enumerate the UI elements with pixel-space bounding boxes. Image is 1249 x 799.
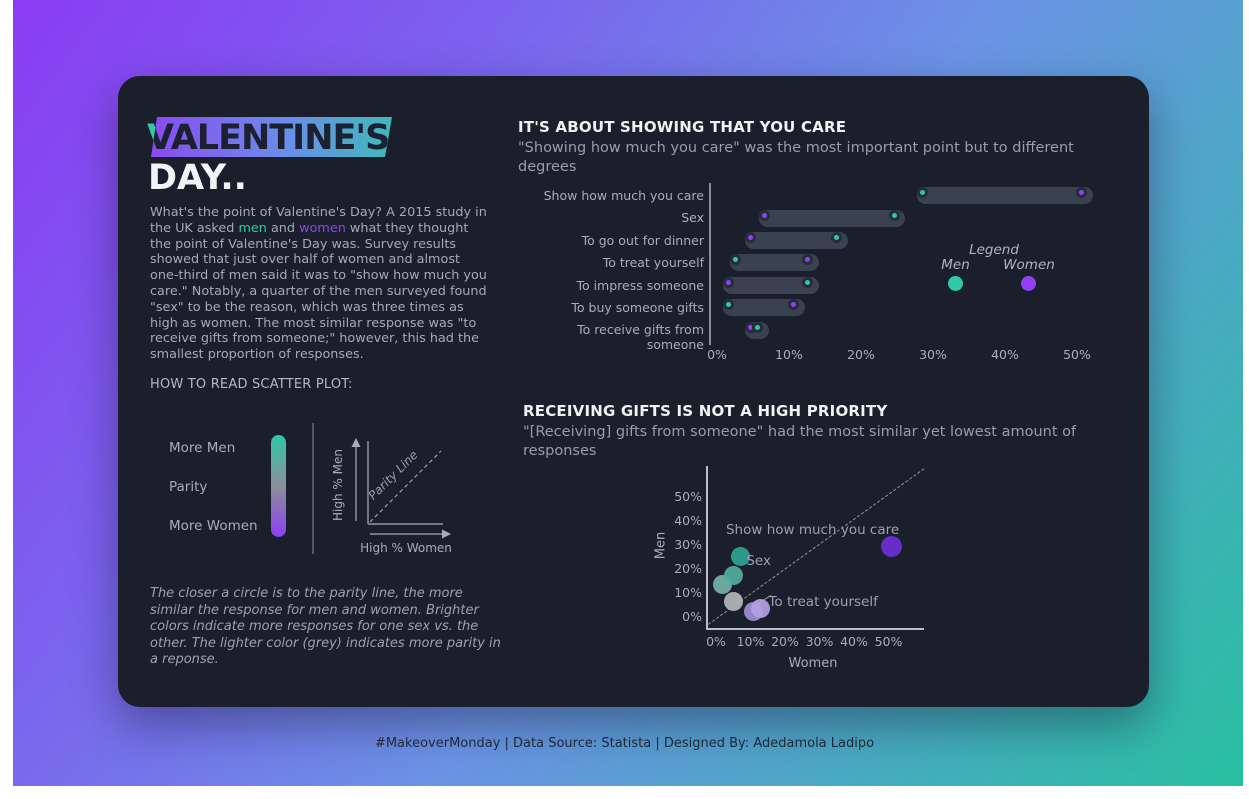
dumbbell-bar — [730, 254, 820, 272]
scatter-annotation: To treat yourself — [768, 594, 878, 611]
scatter-y-tick: 40% — [674, 513, 702, 528]
dumbbell-bar — [722, 276, 820, 294]
scale-label-parity: Parity — [169, 479, 207, 495]
dumbbell-plot: Legend Men Women Show how much you care S… — [518, 183, 1136, 375]
scatter-x-tick: 0% — [706, 634, 726, 649]
dot-women — [722, 276, 734, 288]
legend-men-label: Men — [941, 257, 970, 273]
intro-paragraph: What's the point of Valentine's Day? A 2… — [150, 205, 492, 363]
dot-men — [830, 232, 842, 243]
dot-women — [758, 209, 770, 221]
scatter-y-axis — [706, 466, 708, 629]
dumbbell-row-label: Sex — [681, 210, 704, 226]
paragraph-text-3: what they thought the point of Valentine… — [150, 220, 487, 363]
scatter-y-tick: 50% — [674, 489, 702, 504]
dumbbell-bar — [722, 299, 805, 317]
scatter-y-tick: 0% — [682, 609, 702, 624]
scatter-x-tick: 50% — [874, 634, 903, 649]
dot-men — [730, 254, 742, 266]
scatter-y-tick: 30% — [674, 537, 702, 552]
chart1-subtitle: "Showing how much you care" was the most… — [518, 140, 1074, 175]
chart1-x-tick: 10% — [775, 347, 803, 362]
scatter-chart-section: RECEIVING GIFTS IS NOT A HIGH PRIORITY "… — [523, 402, 1141, 697]
dumbbell-row-label: Show how much you care — [543, 188, 704, 203]
dot-men — [802, 276, 814, 288]
chart2-subtitle: "[Receiving] gifts from someone" had the… — [523, 424, 1077, 459]
dumbbell-row-label: To buy someone gifts — [571, 300, 704, 315]
chart1-x-tick: 20% — [847, 347, 875, 362]
footer-credit: #MakeoverMonday | Data Source: Statista … — [374, 736, 875, 751]
scatter-point-sex — [730, 546, 750, 566]
chart2-title: RECEIVING GIFTS IS NOT A HIGH PRIORITY — [523, 402, 888, 420]
chart1-x-tick: 0% — [707, 347, 727, 362]
title-gradient-ribbon: VALENTINE'S — [147, 117, 392, 158]
dot-women — [1075, 187, 1087, 199]
mini-x-arrowhead — [442, 529, 451, 539]
mini-parity-line — [369, 450, 442, 523]
mini-x-axis-label: High % Women — [360, 541, 452, 555]
dot-women — [802, 254, 814, 266]
dashboard-card: VALENTINE'S VALENTINE'S DAY.. What's the… — [118, 76, 1149, 707]
scatter-point-to-receive-gifts-from-someone — [723, 592, 743, 612]
dot-men — [751, 321, 763, 333]
chart1-legend-title: Legend — [969, 242, 1019, 258]
scatter-plot: Men Women 0% 10% 20% 30% 40% 50% 0% 10% 20% 30% 40… — [523, 402, 1141, 697]
dumbbell-bar — [744, 232, 848, 249]
legend-men-dot — [948, 276, 963, 291]
scale-label-more-men: More Men — [169, 440, 235, 456]
scatter-annotation: Sex — [746, 552, 771, 569]
chart1-x-tick: 50% — [1063, 347, 1091, 362]
parity-line-label: Parity Line — [366, 448, 421, 503]
scatter-point-to-go-out-for-dinner — [723, 565, 743, 585]
scatter-x-tick: 30% — [805, 634, 834, 649]
page-title-line1: VALENTINE'S — [147, 118, 390, 158]
scatter-y-tick: 10% — [674, 585, 702, 600]
scatter-x-tick: 40% — [840, 634, 868, 649]
legend-women-label: Women — [1003, 257, 1055, 273]
mini-y-axis-label: High % Men — [331, 449, 345, 521]
legend-women-dot — [1021, 276, 1036, 291]
dumbbell-row-label: To receive gifts from someone — [577, 322, 704, 353]
dot-men — [917, 187, 929, 199]
scatter-point-to-treat-yourself — [751, 599, 771, 619]
dot-men — [888, 209, 900, 221]
men-highlight: men — [238, 220, 267, 236]
dumbbell-bar — [758, 209, 906, 227]
chart1-x-tick: 40% — [991, 347, 1019, 362]
chart1-x-tick: 30% — [919, 347, 947, 362]
title-banner: VALENTINE'S VALENTINE'S — [131, 117, 441, 158]
scatter-x-tick: 20% — [771, 634, 799, 649]
dumbbell-bar — [917, 187, 1093, 205]
paragraph-text-2: and — [266, 220, 300, 236]
paragraph-text-1: What's the point of Valentine's Day? A 2… — [150, 205, 487, 236]
scatter-point-show-how-much-you-care — [881, 535, 903, 557]
page-title-line2: DAY.. — [148, 158, 247, 198]
dot-women — [787, 299, 799, 311]
dot-women — [744, 232, 756, 243]
dot-men — [722, 299, 734, 311]
gender-gradient-pill — [271, 435, 286, 537]
scatter-annotation: Show how much you care — [725, 521, 900, 538]
women-highlight: women — [299, 220, 346, 236]
scale-label-more-women: More Women — [169, 518, 258, 534]
scatter-x-axis — [706, 628, 924, 630]
scatter-y-tick: 20% — [674, 561, 702, 576]
howto-note: The closer a circle is to the parity lin… — [150, 586, 501, 667]
howto-diagram: More Men Parity More Women High % Men Pa… — [169, 423, 452, 555]
dumbbell-chart-section: IT'S ABOUT SHOWING THAT YOU CARE "Showin… — [518, 118, 1136, 363]
chart1-category-axis — [709, 183, 711, 345]
scatter-x-axis-label: Women — [788, 656, 838, 671]
chart1-title: IT'S ABOUT SHOWING THAT YOU CARE — [518, 118, 847, 136]
dumbbell-row-label: To treat yourself — [602, 255, 704, 271]
dumbbell-row-label: To go out for dinner — [581, 232, 704, 248]
scatter-x-tick: 10% — [736, 634, 765, 649]
dumbbell-row-label: To impress someone — [576, 277, 704, 293]
howto-heading: HOW TO READ SCATTER PLOT: — [150, 377, 353, 392]
mini-y-arrowhead — [351, 438, 361, 447]
